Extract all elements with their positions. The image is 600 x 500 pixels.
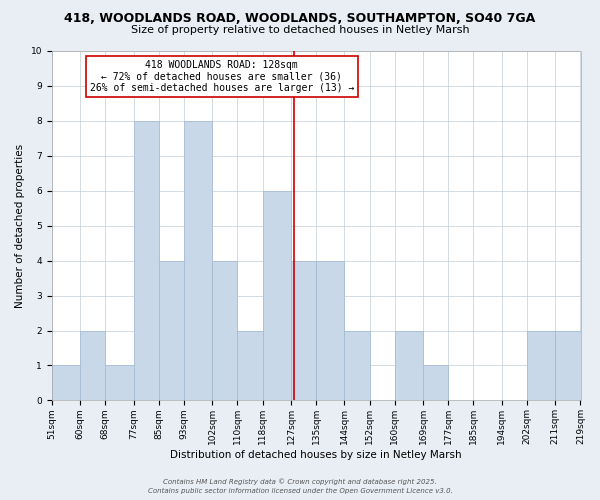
Bar <box>344 330 370 400</box>
Bar <box>395 330 423 400</box>
Bar <box>159 260 184 400</box>
Bar <box>263 191 291 400</box>
Text: 418, WOODLANDS ROAD, WOODLANDS, SOUTHAMPTON, SO40 7GA: 418, WOODLANDS ROAD, WOODLANDS, SOUTHAMP… <box>64 12 536 26</box>
Text: Size of property relative to detached houses in Netley Marsh: Size of property relative to detached ho… <box>131 25 469 35</box>
Bar <box>80 330 105 400</box>
Bar <box>527 330 556 400</box>
Y-axis label: Number of detached properties: Number of detached properties <box>15 144 25 308</box>
Bar <box>212 260 238 400</box>
Bar <box>184 121 212 400</box>
Text: 418 WOODLANDS ROAD: 128sqm
← 72% of detached houses are smaller (36)
26% of semi: 418 WOODLANDS ROAD: 128sqm ← 72% of deta… <box>89 60 354 93</box>
Bar <box>105 366 134 400</box>
Bar <box>134 121 159 400</box>
X-axis label: Distribution of detached houses by size in Netley Marsh: Distribution of detached houses by size … <box>170 450 462 460</box>
Bar <box>556 330 581 400</box>
Bar <box>291 260 316 400</box>
Bar <box>238 330 263 400</box>
Text: Contains HM Land Registry data © Crown copyright and database right 2025.
Contai: Contains HM Land Registry data © Crown c… <box>148 478 452 494</box>
Bar <box>52 366 80 400</box>
Bar <box>316 260 344 400</box>
Bar <box>423 366 448 400</box>
